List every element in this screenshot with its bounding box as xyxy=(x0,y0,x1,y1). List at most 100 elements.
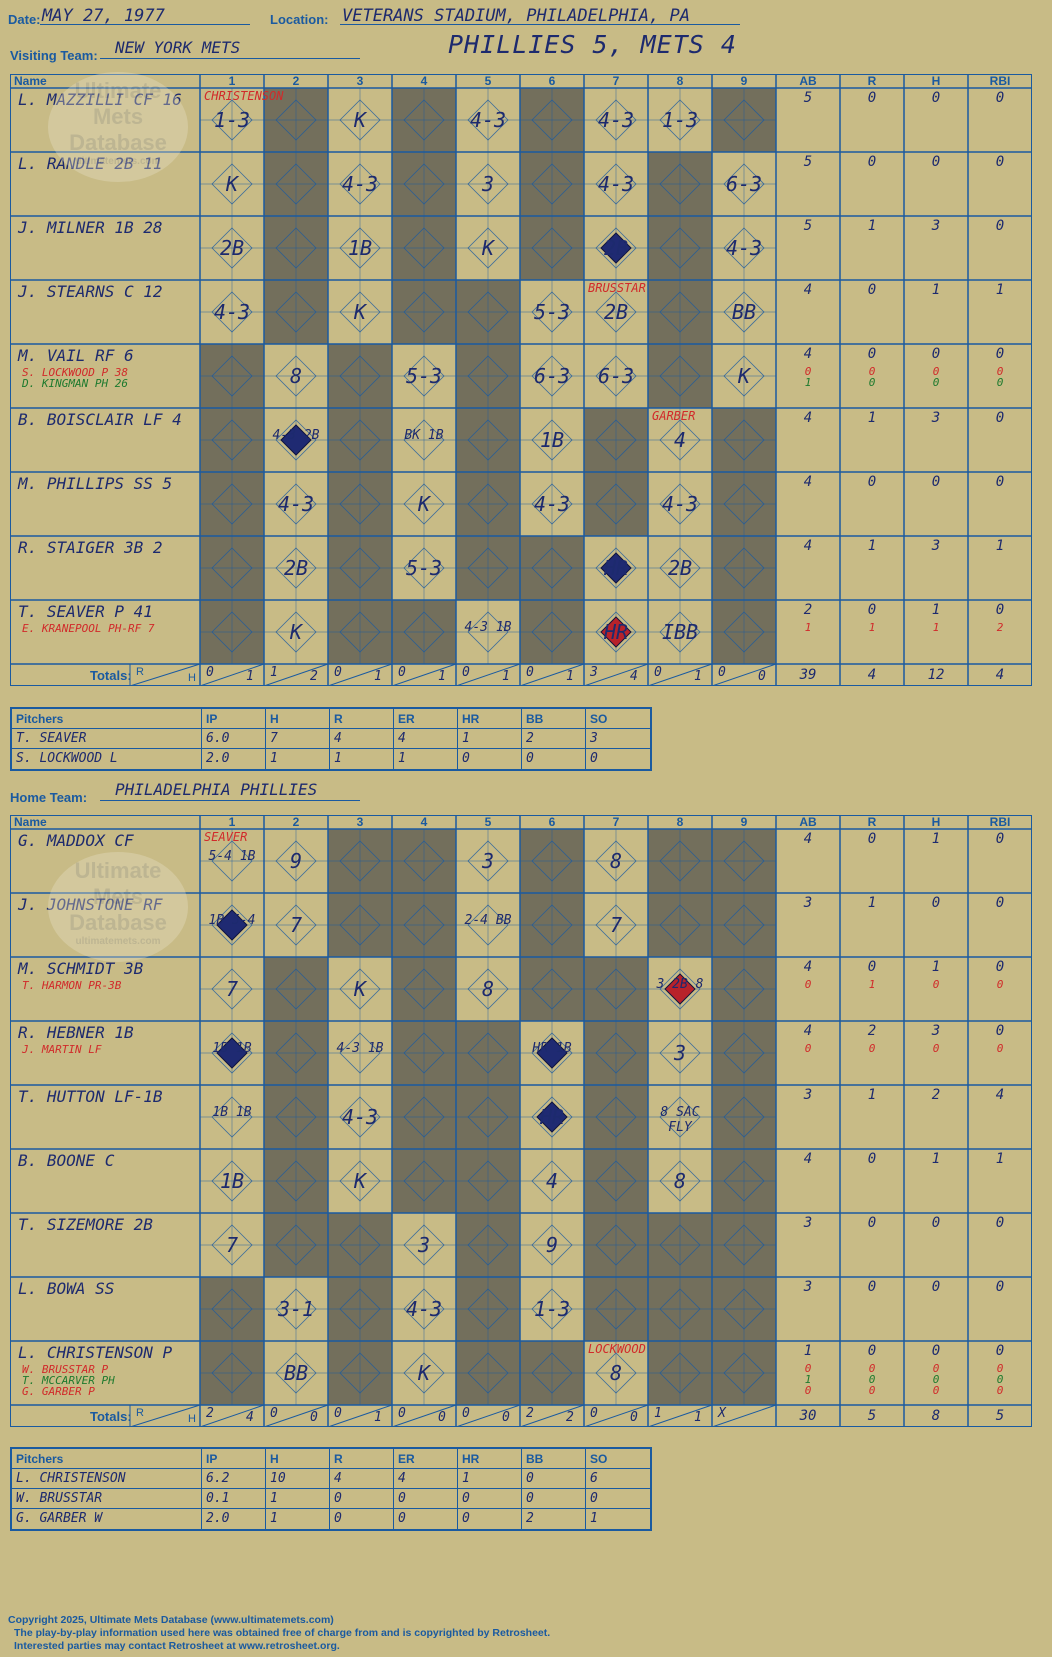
visiting-underline xyxy=(100,58,360,59)
player-stat: 0 xyxy=(996,1373,1004,1386)
player-stat: 1 xyxy=(804,376,812,389)
grid-line xyxy=(455,1404,521,1427)
base-diamond xyxy=(723,611,765,653)
base-diamond xyxy=(531,840,573,882)
play-result: 4-3 xyxy=(341,172,379,196)
base-diamond xyxy=(723,483,765,525)
substitute-name[interactable]: S. LOCKWOOD P 38 xyxy=(22,366,128,379)
player-name[interactable]: M. PHILLIPS SS 5 xyxy=(18,474,173,493)
watermark-line: Database xyxy=(69,910,167,935)
pitcher-name: W. BRUSSTAR xyxy=(12,1489,202,1509)
totals-label: Totals: xyxy=(90,1409,132,1424)
base-diamond xyxy=(467,904,509,946)
base-diamond xyxy=(723,840,765,882)
player-stat: 3 xyxy=(931,218,941,234)
player-stat: 1 xyxy=(867,538,877,554)
inning-runs: 0 xyxy=(590,1406,598,1421)
player-stat: 0 xyxy=(867,1279,877,1295)
base-diamond xyxy=(211,1352,253,1394)
watermark-line: Database xyxy=(69,130,167,155)
base-diamond xyxy=(595,291,637,333)
base-diamond xyxy=(531,419,573,461)
base-diamond xyxy=(659,1352,701,1394)
player-stat: 4 xyxy=(803,959,813,975)
player-name[interactable]: T. SIZEMORE 2B xyxy=(18,1215,153,1234)
inning-header-2: 2 xyxy=(292,74,300,88)
totals-r-label: R xyxy=(136,666,144,678)
inning-hits: 1 xyxy=(438,669,446,684)
player-name[interactable]: T. SEAVER P 41 xyxy=(18,602,153,621)
inning-hits: 4 xyxy=(630,669,638,684)
play-result: 3 xyxy=(673,1041,687,1065)
play-result: 1B 1B xyxy=(212,1105,252,1120)
player-stat: 3 xyxy=(931,410,941,426)
inning-header-4: 4 xyxy=(420,815,428,829)
player-name[interactable]: M. SCHMIDT 3B xyxy=(18,959,144,978)
pitcher-table-header: R xyxy=(330,709,394,729)
inning-hits: 2 xyxy=(566,1410,574,1425)
pitcher-stat: 2.0 xyxy=(202,749,266,769)
run-scored-diamond xyxy=(216,1037,248,1069)
player-name[interactable]: L. BOWA SS xyxy=(18,1279,115,1298)
substitute-name[interactable]: J. MARTIN LF xyxy=(22,1043,102,1056)
player-name[interactable]: B. BOONE C xyxy=(18,1151,115,1170)
player-stat: 0 xyxy=(995,1023,1005,1039)
player-name[interactable]: R. HEBNER 1B xyxy=(18,1023,134,1042)
stat-header-rbi: RBI xyxy=(989,74,1011,88)
base-diamond xyxy=(531,291,573,333)
substitute-name[interactable]: G. GARBER P xyxy=(22,1385,95,1398)
player-stat: 0 xyxy=(867,602,877,618)
pitcher-table-header: R xyxy=(330,1449,394,1469)
player-name[interactable]: T. HUTTON LF-1B xyxy=(18,1087,163,1106)
substitute-name[interactable]: W. BRUSSTAR P xyxy=(22,1363,109,1376)
player-name[interactable]: G. MADDOX CF xyxy=(18,831,134,850)
inning-runs: 1 xyxy=(270,665,278,680)
player-name[interactable]: J. STEARNS C 12 xyxy=(18,282,163,301)
play-result: HR xyxy=(539,1105,565,1129)
player-name[interactable]: L. RANDLE 2B 11 xyxy=(18,154,163,173)
grid-line xyxy=(519,1404,585,1427)
substitute-name[interactable]: T. HARMON PR-3B xyxy=(22,979,122,992)
player-name[interactable]: L. MAZZILLI CF 16 xyxy=(18,90,182,109)
player-name[interactable]: B. BOISCLAIR LF 4 xyxy=(18,410,182,429)
player-stat: 0 xyxy=(995,895,1005,911)
grid-line xyxy=(647,1404,713,1427)
pitcher-table-header: H xyxy=(266,709,330,729)
pitcher-stat: 1 xyxy=(266,1489,330,1509)
base-diamond xyxy=(403,227,445,269)
play-result: 2B xyxy=(603,300,629,324)
player-name[interactable]: M. VAIL RF 6 xyxy=(18,346,134,365)
pitcher-table-header: Pitchers xyxy=(12,1449,202,1469)
substitute-name[interactable]: T. MCCARVER PH xyxy=(22,1374,115,1387)
play-result: 4-3 2B xyxy=(272,428,320,443)
player-name[interactable]: L. CHRISTENSON P xyxy=(18,1343,173,1362)
player-stat: 4 xyxy=(803,1151,813,1167)
play-result: K xyxy=(353,108,367,132)
base-diamond xyxy=(275,904,317,946)
player-name[interactable]: J. MILNER 1B 28 xyxy=(18,218,163,237)
totals-h-label: H xyxy=(188,1413,196,1425)
player-stat: 0 xyxy=(932,365,940,378)
home-team-name: PHILADELPHIA PHILLIES xyxy=(115,780,318,799)
pitcher-stat: 6.0 xyxy=(202,729,266,749)
substitute-name[interactable]: D. KINGMAN PH 26 xyxy=(22,377,128,390)
home-underline xyxy=(100,800,360,801)
player-name[interactable]: J. JOHNSTONE RF xyxy=(18,895,163,914)
player-stat: 0 xyxy=(996,376,1004,389)
base-diamond xyxy=(659,355,701,397)
base-diamond xyxy=(403,291,445,333)
player-name[interactable]: R. STAIGER 3B 2 xyxy=(18,538,163,557)
play-result: K xyxy=(417,1361,431,1385)
pitcher-stat: 0 xyxy=(330,1489,394,1509)
team-total-stat: 39 xyxy=(799,667,817,683)
pitcher-stat: 0.1 xyxy=(202,1489,266,1509)
team-total-stat: 5 xyxy=(995,1408,1005,1424)
inning-header-8: 8 xyxy=(676,815,684,829)
base-diamond xyxy=(723,1096,765,1138)
run-scored-diamond-red xyxy=(664,973,696,1005)
play-result: BK 1B xyxy=(404,428,444,443)
play-result: 4-3 xyxy=(469,108,507,132)
player-stat: 0 xyxy=(996,978,1004,991)
base-diamond xyxy=(339,904,381,946)
substitute-name[interactable]: E. KRANEPOOL PH-RF 7 xyxy=(22,622,155,635)
